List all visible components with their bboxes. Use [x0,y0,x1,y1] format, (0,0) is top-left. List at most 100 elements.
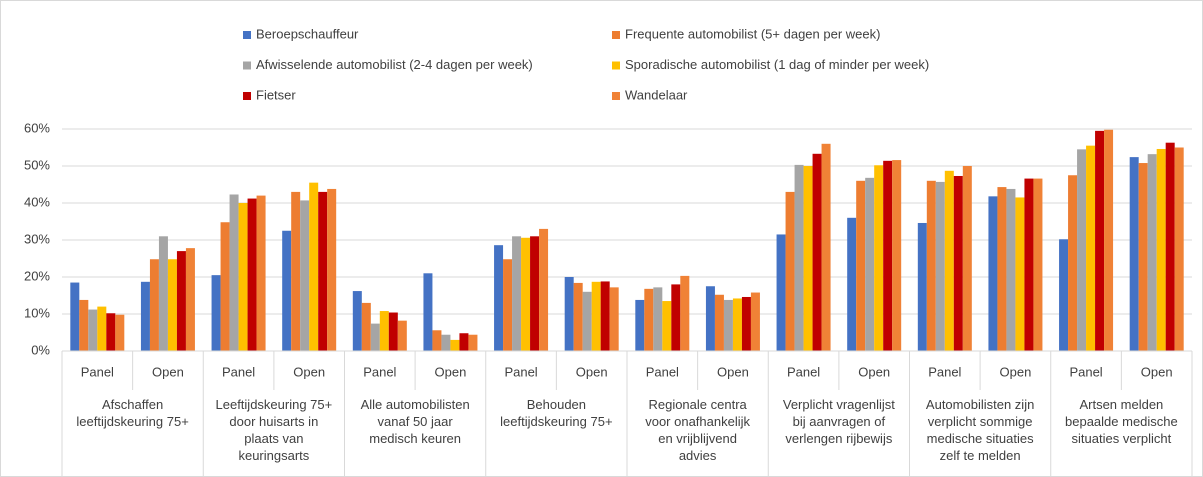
bar [953,175,963,351]
bar [352,291,362,351]
legend-label: Wandelaar [625,87,688,102]
bar [741,296,751,351]
bar [450,339,460,351]
legend-label: Fietser [256,87,296,102]
bar [926,180,936,351]
bar [459,333,469,351]
group-label: Regionale centra voor onafhankelijk en v… [645,397,751,463]
bar [1147,154,1157,351]
bar [600,281,610,351]
bar [988,196,998,351]
bar [1033,178,1043,351]
y-tick-label: 30% [24,231,50,246]
bar [238,203,248,351]
legend-label: Afwisselende automobilist (2-4 dagen per… [256,57,533,72]
bar [220,222,230,351]
bar [256,195,266,351]
x-tick-label: Panel [646,364,679,379]
bar [944,170,954,351]
legend-label: Beroepschauffeur [256,26,359,41]
bar [149,259,159,351]
group-label: Behouden leeftijdskeuring 75+ [500,397,613,429]
bar [856,180,866,351]
bar [821,143,831,351]
legend-label: Sporadische automobilist (1 dag of minde… [625,57,929,72]
legend-swatch [243,92,251,100]
group-label: Artsen melden bepaalde medische situatie… [1065,397,1178,446]
bar [723,299,733,351]
legend-swatch [243,31,251,39]
group-label: Verplicht vragenlijst bij aanvragen of v… [782,397,895,446]
bar [388,312,398,351]
bar [1156,148,1166,351]
bar [644,288,654,351]
bar [1059,239,1069,351]
bar [1077,149,1087,351]
x-tick-label: Open [435,364,467,379]
bar [680,275,690,351]
x-tick-label: Panel [1069,364,1102,379]
bar [106,313,116,351]
y-tick-label: 10% [24,305,50,320]
bar [714,294,724,351]
group-label: Automobilisten zijn verplicht sommige me… [925,397,1035,463]
bar [211,275,221,351]
bar [776,234,786,351]
x-tick-label: Panel [928,364,961,379]
group-label: Leeftijdskeuring 75+ door huisarts in pl… [215,397,333,463]
y-tick-label: 0% [31,342,50,357]
bar [1006,188,1016,351]
bar [70,282,80,351]
bar [247,198,257,351]
bar [573,282,583,351]
bar [732,298,742,351]
bar [874,165,884,351]
bar [705,286,715,351]
legend-label: Frequente automobilist (5+ dagen per wee… [625,26,880,41]
bar [97,306,107,351]
legend-swatch [612,31,620,39]
bar [1138,163,1148,351]
x-tick-label: Open [293,364,325,379]
group-label: Alle automobilisten vanaf 50 jaar medisc… [360,397,470,446]
x-tick-label: Panel [81,364,114,379]
x-tick-label: Open [1141,364,1173,379]
bar [309,182,319,351]
y-tick-label: 20% [24,268,50,283]
bar [935,181,945,351]
bar [1086,145,1096,351]
bar [423,273,433,351]
bar [397,320,407,351]
x-tick-label: Panel [787,364,820,379]
bar [291,191,301,351]
group-label: Afschaffen leeftijdskeuring 75+ [76,397,189,429]
bar [370,323,380,351]
bar [361,302,371,351]
bar [582,291,592,351]
bar [539,228,549,351]
x-tick-label: Panel [363,364,396,379]
bar [812,153,822,351]
bar [115,314,125,351]
bar [494,245,504,351]
bar [865,177,875,351]
x-tick-label: Panel [222,364,255,379]
x-tick-label: Open [1000,364,1032,379]
bar [521,237,531,351]
bar [962,166,972,351]
legend-swatch [612,92,620,100]
bar [662,301,672,351]
bar [803,166,813,351]
y-tick-label: 60% [24,120,50,135]
bar [785,191,795,351]
bar [892,160,902,351]
x-tick-label: Open [152,364,184,379]
x-tick-label: Open [717,364,749,379]
bar [1095,130,1105,351]
bar [327,188,337,351]
bar [379,311,389,351]
bar [300,200,310,351]
bar [140,281,150,351]
